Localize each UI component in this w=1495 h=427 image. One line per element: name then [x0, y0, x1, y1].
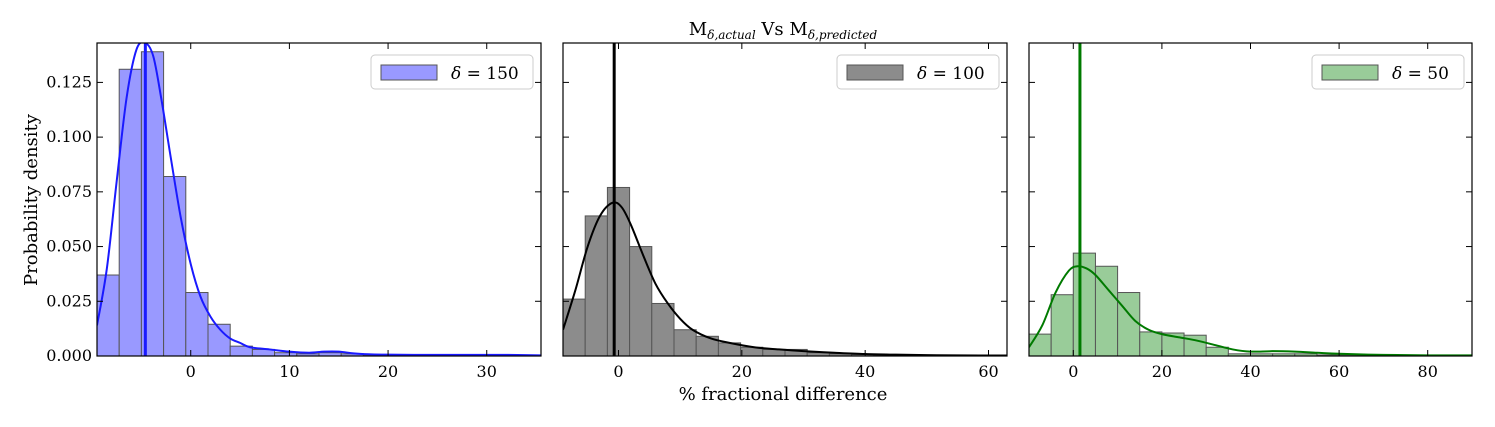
legend-label: δ = 150 — [451, 64, 519, 84]
y-axis-title: Probability density — [21, 113, 42, 286]
chart-panels: 0 10 20 30 0.000 0.025 0.050 0.075 0.100 0.125 δ =… — [46, 42, 1473, 381]
figure-title: Mδ,actual Vs Mδ,predicted — [689, 19, 878, 42]
histogram-bar — [1029, 333, 1052, 356]
panel-left: 0 10 20 30 0.000 0.025 0.050 0.075 0.100 0.125 δ =… — [46, 42, 542, 381]
x-tick-label: 30 — [477, 362, 497, 381]
legend-label: δ = 50 — [1392, 64, 1449, 84]
x-tick-label: 60 — [1329, 362, 1349, 381]
histogram-bar — [1117, 292, 1141, 356]
y-tick-label: 0.125 — [46, 72, 92, 91]
histogram-bar — [163, 176, 187, 356]
y-tick-label: 0.050 — [46, 237, 92, 256]
x-tick-label: 60 — [978, 362, 998, 381]
legend-value: = 50 — [1402, 64, 1449, 84]
x-tick-label: 10 — [279, 362, 299, 381]
legend-swatch — [380, 64, 438, 81]
axes-frame — [562, 42, 1008, 357]
histogram-bar — [97, 274, 120, 356]
x-tick-label: 0 — [613, 362, 623, 381]
title-vs: Vs M — [756, 19, 808, 40]
axes-frame — [96, 42, 542, 357]
legend-value: = 100 — [927, 64, 985, 84]
legend-label: δ = 100 — [917, 64, 985, 84]
histogram-bar — [629, 246, 653, 356]
legend-symbol: δ — [1392, 64, 1402, 84]
title-sub-predicted: δ,predicted — [808, 28, 878, 42]
legend-symbol: δ — [917, 64, 927, 84]
legend-swatch — [846, 64, 904, 81]
kde-curve — [1029, 265, 1472, 356]
y-tick-label: 0.075 — [46, 182, 92, 201]
kde-curve — [97, 43, 541, 356]
legend-value: = 150 — [461, 64, 519, 84]
x-tick-label: 20 — [1152, 362, 1172, 381]
plot-area — [97, 43, 541, 356]
histogram-bar — [673, 329, 697, 356]
histogram-bar — [1050, 294, 1074, 356]
histogram-bar — [1072, 252, 1096, 356]
x-tick-label: 20 — [732, 362, 752, 381]
x-tick-label: 0 — [1068, 362, 1078, 381]
panel-right: 0 20 40 60 80 δ = 50 — [1028, 42, 1473, 381]
y-tick-label: 0.000 — [46, 346, 92, 365]
legend-symbol: δ — [451, 64, 461, 84]
title-main: M — [689, 19, 707, 40]
plot-area — [1029, 43, 1472, 356]
histogram-bar — [563, 298, 586, 356]
x-tick-label: 0 — [186, 362, 196, 381]
histogram-bar — [651, 302, 675, 356]
histogram-bar — [1139, 331, 1163, 356]
panel-middle: 0 20 40 60 δ = 100 — [562, 42, 1008, 381]
x-axis-title: % fractional difference — [679, 384, 888, 405]
histogram-bar — [118, 68, 142, 356]
histogram-bar — [1183, 334, 1207, 356]
histogram-bar — [207, 323, 231, 356]
x-tick-label: 20 — [378, 362, 398, 381]
histogram-bar — [584, 215, 608, 356]
y-tick-label: 0.100 — [46, 127, 92, 146]
kde-curve — [563, 201, 1007, 356]
legend-swatch — [1321, 64, 1379, 81]
histogram-bar — [185, 292, 209, 356]
x-tick-label: 40 — [1240, 362, 1260, 381]
title-sub-actual: δ,actual — [707, 28, 756, 42]
y-tick-label: 0.025 — [46, 291, 92, 310]
x-tick-label: 40 — [855, 362, 875, 381]
plot-area — [563, 43, 1007, 356]
histogram-bar — [606, 186, 631, 356]
x-tick-label: 80 — [1418, 362, 1438, 381]
